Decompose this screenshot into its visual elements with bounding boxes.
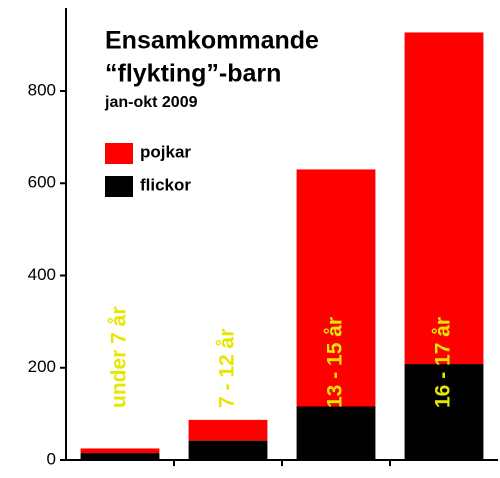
category-label: 7 - 12 år	[216, 329, 239, 408]
chart-title: “flykting”-barn	[105, 60, 281, 88]
y-tick-label: 800	[28, 81, 56, 100]
y-tick-label: 600	[28, 173, 56, 192]
category-label: under 7 år	[108, 306, 131, 408]
y-tick-label: 400	[28, 265, 56, 284]
category-label: 16 - 17 år	[432, 317, 455, 408]
y-tick-label: 0	[47, 449, 56, 468]
legend-label: pojkar	[140, 142, 191, 161]
bar-segment	[296, 406, 376, 460]
bar-segment	[80, 453, 160, 460]
bar-segment	[188, 419, 268, 441]
y-tick-label: 200	[28, 357, 56, 376]
bar-segment	[404, 32, 484, 365]
legend-swatch	[105, 143, 133, 164]
chart-title: Ensamkommande	[105, 27, 319, 55]
bar-segment	[404, 364, 484, 460]
bar-segment	[80, 448, 160, 454]
bar-segment	[296, 169, 376, 407]
legend-swatch	[105, 176, 133, 197]
chart-subtitle: jan-okt 2009	[104, 94, 198, 111]
bar-segment	[188, 440, 268, 460]
category-label: 13 - 15 år	[324, 317, 347, 408]
legend-label: flickor	[140, 175, 191, 194]
